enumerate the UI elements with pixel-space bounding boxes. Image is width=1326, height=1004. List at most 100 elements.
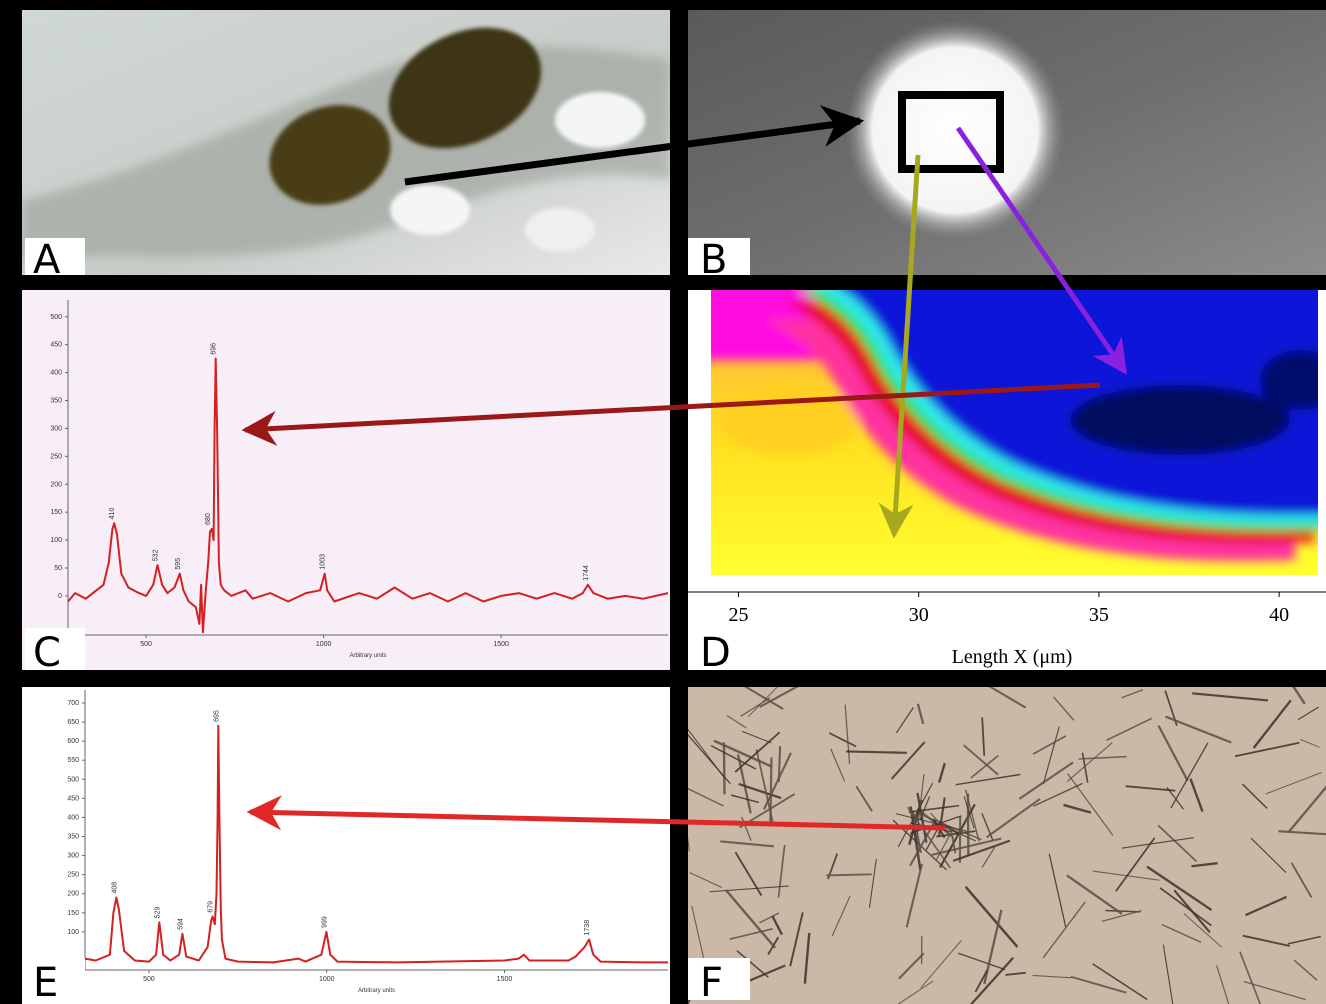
crystal: [1042, 901, 1086, 959]
peak-label: 696: [211, 343, 218, 355]
y-tick-label: 300: [50, 425, 62, 432]
crystal: [1081, 752, 1089, 783]
y-tick-label: 350: [67, 833, 79, 840]
crystal: [738, 782, 782, 800]
selection-box: [898, 91, 1004, 173]
y-tick-label: 150: [67, 910, 79, 917]
crystal: [1063, 803, 1092, 814]
x-tick-label: 30: [909, 604, 929, 626]
y-tick-label: 450: [67, 795, 79, 802]
crystal: [709, 885, 789, 893]
crystal: [1165, 715, 1232, 744]
crystal: [1066, 874, 1123, 915]
panel-label: C: [33, 630, 61, 676]
crystal: [963, 796, 975, 829]
label-box: [688, 628, 750, 670]
peak-label: 680: [205, 513, 212, 525]
spectrum-c-bg: [22, 290, 670, 670]
crystal: [1216, 965, 1230, 1004]
y-tick-label: 450: [50, 342, 62, 349]
crystal: [890, 741, 926, 780]
crystal: [763, 752, 792, 810]
crystal: [1241, 783, 1268, 809]
arrow: [404, 105, 865, 186]
crystal: [722, 742, 726, 795]
crystal: [897, 980, 934, 1004]
crystal: [919, 796, 931, 820]
crystal: [771, 915, 784, 936]
crystal: [1191, 861, 1218, 868]
photo-f: [688, 687, 1326, 1004]
crystal: [974, 970, 988, 993]
crystal: [1121, 689, 1144, 699]
crystal: [1125, 785, 1176, 792]
heat-blue: [843, 290, 1318, 515]
peak-label: 1003: [320, 554, 327, 570]
crystal: [935, 834, 951, 861]
y-tick-label: 100: [67, 929, 79, 936]
crystal: [744, 687, 784, 710]
y-tick-label: 550: [67, 757, 79, 764]
y-tick-label: 300: [67, 853, 79, 860]
spectrum-line: [67, 357, 669, 634]
crystal: [962, 744, 999, 776]
crystal: [759, 687, 799, 708]
crystal: [1242, 934, 1290, 947]
crystal: [726, 714, 747, 729]
crystal: [920, 940, 962, 989]
crystal: [729, 927, 773, 940]
crystal: [1278, 830, 1326, 836]
crystal: [1192, 692, 1269, 702]
crystal: [969, 956, 1015, 1004]
heat-dark: [1260, 350, 1318, 410]
crystal: [949, 828, 957, 854]
crystal: [759, 912, 780, 924]
crystal: [831, 895, 851, 937]
x-tick-label: 1500: [493, 641, 509, 648]
crystal: [988, 687, 1027, 709]
crystal: [1106, 717, 1153, 742]
crystal: [1092, 870, 1160, 881]
crystal: [905, 863, 923, 928]
crystal: [1292, 687, 1306, 705]
crystal: [734, 731, 781, 773]
crystal: [1033, 782, 1083, 807]
crystal: [1053, 696, 1075, 721]
crystal: [1239, 951, 1262, 1004]
cell: [269, 105, 391, 205]
label-box: [688, 238, 750, 275]
crystal: [868, 858, 877, 908]
spectrum-line: [84, 724, 668, 964]
y-tick-label: 100: [50, 537, 62, 544]
crystal: [970, 754, 999, 779]
crystal: [844, 704, 851, 764]
cell: [388, 27, 542, 149]
crystal: [1189, 778, 1204, 812]
crystal: [1157, 725, 1189, 782]
y-tick-label: 150: [50, 509, 62, 516]
crystal: [826, 873, 872, 877]
x-tick-label: 1000: [319, 976, 335, 983]
crystal: [720, 840, 774, 848]
arrow: [246, 795, 946, 831]
crystal: [1067, 773, 1114, 836]
peak-label: 679: [208, 901, 215, 913]
crystal: [1265, 771, 1322, 795]
y-tick-label: 400: [50, 370, 62, 377]
crystal: [1032, 735, 1067, 755]
crystal: [1170, 742, 1209, 809]
x-axis-label: Arbitrary units: [358, 988, 395, 994]
crystal: [1115, 837, 1156, 892]
y-tick-label: 650: [67, 719, 79, 726]
crystal: [1287, 935, 1321, 945]
photo-a: [22, 10, 670, 275]
crystal: [1293, 959, 1318, 981]
charts: 0 50 100 150 200 250 300 350 400 450 500 500 1000 150…: [50, 300, 1326, 994]
crystal: [1092, 963, 1148, 1001]
crystal: [1290, 862, 1313, 898]
peak-label: 695: [213, 710, 220, 722]
crystal: [1018, 761, 1074, 800]
crystal: [725, 889, 777, 949]
y-tick-label: 50: [54, 565, 62, 572]
crystal: [688, 836, 690, 852]
